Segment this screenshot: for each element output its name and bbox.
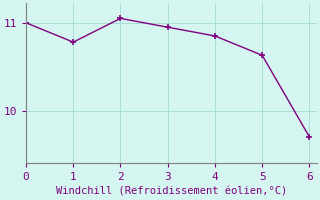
X-axis label: Windchill (Refroidissement éolien,°C): Windchill (Refroidissement éolien,°C) — [56, 187, 287, 197]
